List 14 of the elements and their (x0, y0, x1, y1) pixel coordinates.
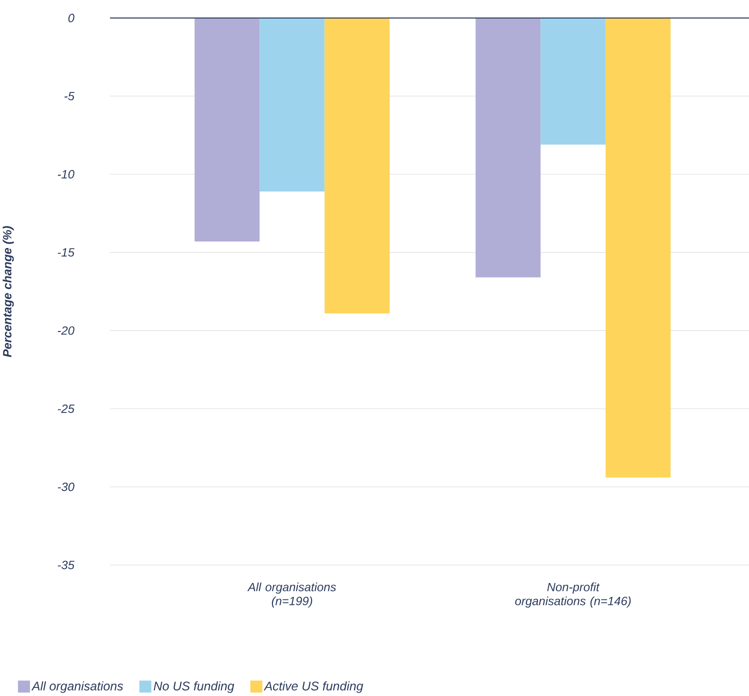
y-tick-label: -30 (58, 482, 74, 492)
x-tick-label: Non-profit organisations (n=146) (515, 582, 631, 608)
legend-label: Active US funding (264, 681, 364, 693)
legend-label: All organisations (31, 681, 124, 693)
y-axis-title: Percentage change (%) (2, 226, 14, 358)
y-tick-label: -20 (58, 326, 74, 335)
y-tick-label: -35 (58, 560, 74, 570)
x-tick-label: All organisations (n=199) (247, 582, 336, 608)
y-tick-label: -10 (58, 170, 74, 179)
legend-label: No US funding (154, 681, 234, 693)
y-tick-label: 0 (68, 14, 74, 22)
y-tick-label: -5 (64, 92, 75, 100)
y-tick-label: -25 (58, 404, 74, 413)
y-tick-label: -15 (58, 248, 74, 257)
